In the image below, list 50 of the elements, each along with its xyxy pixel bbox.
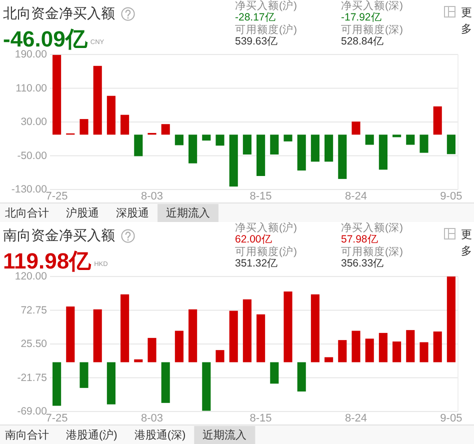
text: -17.92亿 bbox=[341, 12, 382, 24]
text: 可用额度(深) bbox=[341, 245, 403, 258]
text: 356.33亿 bbox=[341, 258, 384, 270]
text: 净买入额(沪) bbox=[235, 221, 297, 234]
x-tick-label: 8-03 bbox=[140, 190, 164, 202]
chart-title: 北向资金净买入额 bbox=[3, 5, 115, 21]
text: 528.84亿 bbox=[341, 36, 384, 48]
y-tick-label: 30.00 bbox=[20, 116, 48, 128]
text: 更多 bbox=[461, 7, 472, 36]
x-tick-label: 9-05 bbox=[440, 412, 462, 424]
text: 深股通 bbox=[116, 206, 149, 220]
x-tick-label: 8-15 bbox=[250, 190, 272, 202]
text: 57.98亿 bbox=[341, 234, 378, 246]
x-tick-label: 9-05 bbox=[440, 190, 462, 202]
text: 近期流入 bbox=[166, 206, 210, 220]
text: 港股通(深) bbox=[134, 428, 186, 442]
y-tick-label: -50.00 bbox=[17, 150, 48, 162]
text: 可用额度(沪) bbox=[235, 245, 297, 258]
chart-title: 南向资金净买入额 bbox=[3, 227, 115, 243]
y-tick-label: 190.00 bbox=[14, 48, 48, 60]
y-tick-label: 25.50 bbox=[20, 338, 48, 350]
text: 更多 bbox=[461, 229, 472, 258]
y-tick-label: 110.00 bbox=[16, 82, 48, 94]
text: 沪股通 bbox=[66, 206, 99, 220]
x-tick-label: 8-15 bbox=[250, 412, 272, 424]
x-tick-label: 8-24 bbox=[344, 190, 368, 202]
text: 351.32亿 bbox=[235, 258, 278, 270]
y-tick-label: 120.00 bbox=[14, 270, 48, 282]
x-tick-label: 7-25 bbox=[46, 412, 68, 424]
y-tick-label: -21.75 bbox=[17, 372, 48, 384]
text: 净买入额(沪) bbox=[235, 0, 297, 12]
text: 可用额度(沪) bbox=[235, 23, 297, 36]
y-tick-label: -69.00 bbox=[17, 406, 48, 418]
x-tick-label: 7-25 bbox=[46, 190, 68, 202]
text: 近期流入 bbox=[202, 428, 247, 442]
text: 净买入额(深) bbox=[341, 221, 403, 234]
chart-subtitle: -46.09亿 bbox=[3, 26, 88, 52]
text: 港股通(沪) bbox=[66, 428, 118, 442]
chart-subtitle: 119.98亿 bbox=[3, 248, 92, 274]
text: 南向合计 bbox=[5, 428, 49, 442]
x-tick-label: 8-03 bbox=[140, 412, 164, 424]
text: 北向合计 bbox=[5, 206, 49, 220]
text: 62.00亿 bbox=[235, 234, 272, 246]
y-tick-label: 72.75 bbox=[20, 304, 48, 316]
text: -28.17亿 bbox=[235, 12, 276, 24]
x-tick-label: 8-24 bbox=[344, 412, 368, 424]
y-tick-label: -130.00 bbox=[11, 184, 48, 196]
text: 539.63亿 bbox=[235, 36, 278, 48]
text: 净买入额(深) bbox=[341, 0, 403, 12]
text: 可用额度(深) bbox=[341, 23, 403, 36]
